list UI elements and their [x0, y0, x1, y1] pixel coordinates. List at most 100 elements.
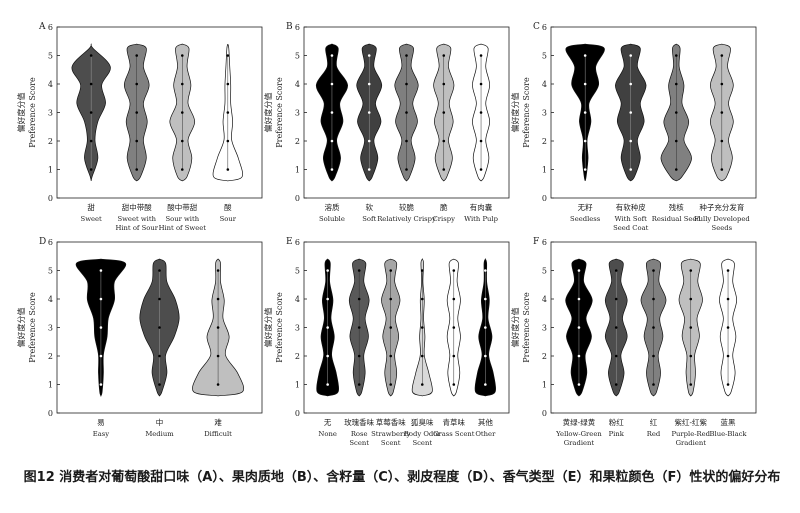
y-tick-label: 6: [542, 23, 547, 32]
score-dot: [99, 383, 103, 386]
category-label-en: Seeds: [712, 224, 733, 232]
y-tick-label: 4: [295, 295, 300, 304]
score-dot: [89, 111, 93, 114]
y-tick-label: 3: [48, 109, 53, 118]
score-dot: [135, 139, 139, 143]
panel-letter: F: [533, 237, 539, 247]
score-dot: [89, 168, 93, 171]
score-dot: [158, 297, 161, 301]
panel-letter: A: [38, 22, 46, 32]
category-label-en: Red: [647, 430, 661, 438]
y-axis-label-en: Preference Score: [28, 77, 37, 148]
category-label-en: Other: [475, 430, 496, 438]
score-dot: [226, 168, 230, 171]
score-dot: [326, 269, 329, 272]
score-dot: [674, 168, 678, 171]
score-dot: [226, 82, 230, 86]
score-dot: [442, 168, 446, 171]
panel-letter: E: [286, 237, 293, 247]
score-dot: [420, 326, 424, 329]
violin-2: [356, 43, 383, 182]
score-dot: [614, 297, 618, 301]
panel-a: A 0 1 2 3 4 5 6 偏好度分值 Preference Score 甜 Sweet 甜中带酸 S…: [16, 22, 263, 232]
panel-e: E 0 1 2 3 4 5 6 偏好度分值 Preference Score 无 None 玫瑰香味 Ro…: [263, 237, 510, 447]
score-dot: [420, 354, 424, 358]
score-dot: [330, 54, 334, 57]
score-dot: [405, 111, 408, 114]
panel-f: F 0 1 2 3 4 5 6 偏好度分值 Preference Score 黄绿-绿黄 Yellow…: [510, 237, 757, 447]
category-label-en: Scent: [349, 439, 369, 447]
category-label-en: Seed Coat: [613, 224, 649, 232]
y-tick-label: 4: [48, 80, 53, 89]
category-label-cn: 甜中带酸: [122, 202, 152, 212]
category-label-en: Sweet with: [117, 215, 156, 223]
score-dot: [452, 326, 456, 329]
violin-1: [315, 43, 348, 182]
score-dot: [442, 139, 446, 143]
y-tick-label: 2: [295, 352, 300, 361]
score-dot: [726, 269, 730, 272]
score-dot: [367, 82, 371, 86]
category-label-cn: 蓝黑: [721, 417, 736, 427]
violin-1: [75, 258, 127, 398]
score-dot: [577, 354, 581, 358]
score-dot: [689, 383, 693, 386]
category-label-cn: 酸: [224, 202, 232, 212]
y-tick-label: 3: [295, 324, 300, 333]
score-dot: [216, 297, 220, 301]
score-dot: [330, 111, 334, 114]
y-tick-label: 3: [295, 109, 300, 118]
category-label-en: Soluble: [319, 215, 345, 223]
y-tick-label: 1: [542, 166, 547, 175]
score-dot: [135, 168, 139, 171]
y-tick-label: 4: [542, 80, 547, 89]
score-dot: [484, 354, 487, 358]
category-label-cn: 黄绿-绿黄: [563, 417, 596, 427]
score-dot: [180, 111, 184, 114]
score-dot: [614, 326, 618, 329]
score-dot: [720, 82, 724, 86]
score-dot: [614, 269, 618, 272]
score-dot: [689, 269, 693, 272]
y-tick-label: 3: [542, 324, 547, 333]
category-label-en: Scent: [381, 439, 401, 447]
category-label-en: Pink: [609, 430, 625, 438]
y-tick-label: 4: [295, 80, 300, 89]
score-dot: [652, 269, 655, 272]
category-label-cn: 有肉囊: [470, 202, 493, 212]
violin-1: [71, 43, 111, 181]
category-label-cn: 草莓香味: [376, 417, 406, 427]
y-tick-label: 1: [542, 381, 547, 390]
score-dot: [357, 269, 361, 272]
score-dot: [484, 269, 487, 272]
y-axis-label-en: Preference Score: [275, 292, 284, 363]
category-label-en: Scent: [412, 439, 432, 447]
score-dot: [216, 269, 220, 272]
panel-b: B 0 1 2 3 4 5 6 偏好度分值 Preference Score 溶质 Soluble 软S…: [263, 22, 510, 223]
score-dot: [180, 82, 184, 86]
y-tick-label: 1: [48, 381, 53, 390]
category-label-en: Sour with: [165, 215, 199, 223]
score-dot: [326, 383, 329, 386]
violin-5: [719, 258, 738, 397]
y-tick-label: 6: [48, 23, 53, 32]
score-dot: [216, 326, 220, 329]
category-label-cn: 甜: [87, 202, 95, 212]
violin-4: [678, 258, 703, 397]
y-axis-label-en: Preference Score: [522, 77, 531, 148]
score-dot: [726, 383, 730, 386]
score-dot: [442, 82, 446, 86]
y-tick-label: 0: [295, 409, 300, 418]
score-dot: [330, 139, 334, 143]
score-dot: [405, 82, 408, 86]
score-dot: [720, 139, 724, 143]
category-label-cn: 溶质: [324, 202, 339, 212]
y-tick-label: 1: [295, 381, 300, 390]
score-dot: [674, 54, 678, 57]
y-tick-label: 2: [295, 137, 300, 146]
score-dot: [420, 297, 424, 301]
score-dot: [720, 111, 724, 114]
category-label-en: Gradient: [564, 439, 595, 447]
category-label-en: Seedless: [570, 215, 601, 223]
y-tick-label: 5: [542, 52, 547, 61]
